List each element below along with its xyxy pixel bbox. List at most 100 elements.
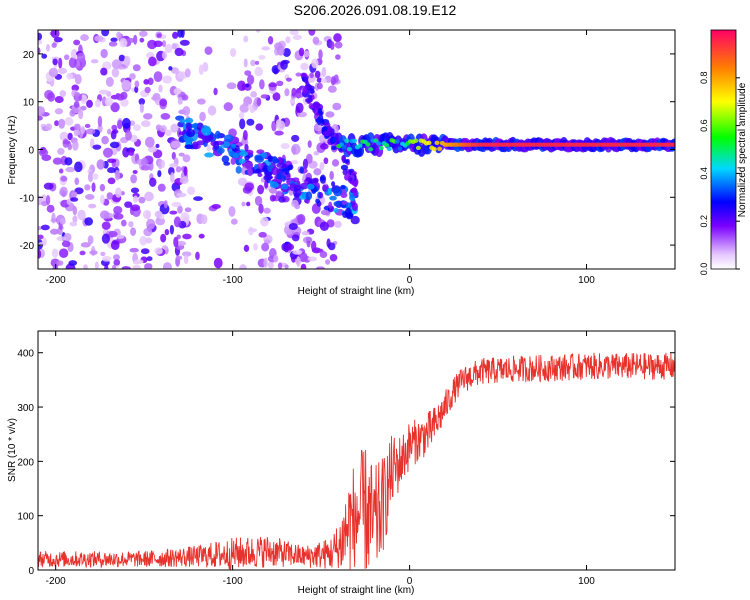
spectrogram-blob bbox=[305, 191, 313, 201]
spectrogram-blob bbox=[143, 79, 150, 85]
spectrogram-blob bbox=[157, 170, 162, 178]
spectrogram-blob bbox=[276, 172, 282, 180]
spectrogram-blob bbox=[329, 195, 337, 201]
spectrogram-blob bbox=[308, 30, 316, 36]
spectrogram-blob bbox=[254, 195, 263, 206]
spectrogram-blob bbox=[129, 73, 136, 80]
spectrogram-blob bbox=[126, 37, 135, 43]
spectrogram-blob bbox=[230, 218, 238, 225]
spectrogram-blob bbox=[141, 157, 148, 167]
spectrogram-blob bbox=[316, 77, 322, 83]
spectrogram-blob bbox=[84, 217, 94, 226]
spectrogram-blob bbox=[67, 143, 73, 151]
spectrogram-blob bbox=[415, 145, 421, 151]
spectrogram-blob bbox=[237, 177, 248, 186]
spectrogram-blob bbox=[244, 161, 253, 170]
spectrogram-blob bbox=[244, 70, 252, 76]
spectrogram-blob bbox=[318, 191, 324, 199]
spectrogram-blob bbox=[144, 237, 153, 244]
spectrogram-blob bbox=[182, 251, 192, 257]
spectrogram-blob bbox=[153, 40, 163, 48]
spectrogram-blob bbox=[196, 98, 206, 105]
spectrogram-blob bbox=[87, 235, 94, 245]
spectrogram-blob bbox=[58, 118, 66, 129]
spectrogram-blob bbox=[38, 32, 43, 41]
spectrogram-blob bbox=[88, 203, 97, 209]
spectrogram-blob bbox=[54, 108, 64, 115]
spectrogram-blob bbox=[323, 157, 329, 165]
spectrogram-blob bbox=[292, 249, 303, 255]
spectrogram-blob bbox=[331, 159, 340, 167]
spectrogram-blob bbox=[176, 234, 181, 240]
spectrogram-blob bbox=[246, 118, 255, 126]
spectrogram-blob bbox=[344, 138, 350, 144]
spectrogram-blob bbox=[91, 182, 96, 193]
spectrogram-blob bbox=[80, 94, 88, 105]
spectrogram-blob bbox=[313, 168, 322, 176]
spectrogram-blob bbox=[159, 98, 168, 107]
spectrogram-blob bbox=[368, 147, 374, 152]
spectrogram-blob bbox=[320, 176, 325, 181]
spectrogram-blob bbox=[261, 242, 270, 252]
spectrogram-blob bbox=[297, 214, 306, 225]
spectrogram-blob bbox=[184, 117, 194, 124]
spectrogram-blob bbox=[139, 235, 148, 246]
spectrogram-blob bbox=[140, 120, 151, 128]
spectrogram-blob bbox=[133, 34, 138, 45]
spectrogram-ytick-label: -10 bbox=[20, 193, 35, 204]
spectrogram-blob bbox=[239, 264, 247, 269]
spectrogram-blob bbox=[111, 67, 120, 78]
spectrogram-blob bbox=[38, 148, 49, 157]
spectrogram-blob bbox=[160, 159, 166, 169]
spectrogram-blob bbox=[94, 35, 104, 42]
spectrogram-blob bbox=[316, 82, 323, 90]
spectrogram-blob bbox=[78, 108, 84, 120]
spectrogram-blob bbox=[101, 30, 110, 37]
spectrogram-blob bbox=[299, 166, 304, 174]
spectrogram-blob bbox=[397, 146, 403, 151]
spectrogram-blob bbox=[57, 147, 65, 155]
spectrogram-blob bbox=[223, 102, 233, 112]
spectrogram-blob bbox=[100, 251, 106, 257]
spectrogram-blob bbox=[386, 146, 392, 152]
spectrogram-blob bbox=[267, 261, 274, 269]
spectrogram-blob bbox=[232, 153, 239, 159]
spectrogram-blob bbox=[311, 58, 319, 69]
spectrogram-blob bbox=[285, 36, 291, 44]
spectrogram-blob bbox=[255, 168, 261, 173]
spectrogram-blob bbox=[291, 234, 300, 242]
spectrogram-blob bbox=[191, 123, 198, 129]
spectrogram-blob bbox=[245, 83, 250, 88]
spectrogram-blob bbox=[45, 123, 53, 131]
spectrogram-blob bbox=[182, 154, 191, 163]
spectrogram-blob bbox=[109, 141, 120, 149]
spectrogram-blob bbox=[102, 255, 112, 262]
spectrogram-blob bbox=[275, 190, 283, 197]
colorbar-gradient bbox=[710, 29, 737, 270]
spectrogram-blob bbox=[113, 213, 124, 220]
spectrogram-blob bbox=[250, 90, 258, 98]
spectrogram-blob bbox=[211, 204, 221, 209]
spectrogram-blob bbox=[170, 123, 179, 133]
spectrogram-ytick-label: -20 bbox=[20, 241, 35, 252]
spectrogram-blob bbox=[302, 158, 309, 170]
spectrogram-blob bbox=[302, 86, 309, 94]
spectrogram-blob bbox=[177, 96, 183, 105]
spectrogram-blob bbox=[114, 169, 120, 181]
spectrogram-blob bbox=[73, 123, 81, 131]
spectrogram-blob bbox=[178, 131, 185, 136]
spectrogram-blob bbox=[53, 36, 63, 43]
spectrogram-blob bbox=[100, 67, 108, 76]
snr-ytick-label: 300 bbox=[17, 403, 34, 414]
spectrogram-blob bbox=[280, 142, 290, 150]
spectrogram-blob bbox=[204, 46, 213, 55]
spectrogram-blob bbox=[60, 175, 68, 182]
spectrogram-blob bbox=[206, 144, 211, 152]
spectrogram-blob bbox=[327, 242, 336, 251]
spectrogram-blob bbox=[287, 164, 294, 171]
spectrogram-blob bbox=[51, 42, 57, 48]
spectrogram-blob bbox=[59, 90, 66, 98]
spectrogram-blob bbox=[104, 263, 109, 269]
spectrogram-blob bbox=[115, 93, 120, 98]
spectrogram-blob bbox=[92, 173, 99, 180]
